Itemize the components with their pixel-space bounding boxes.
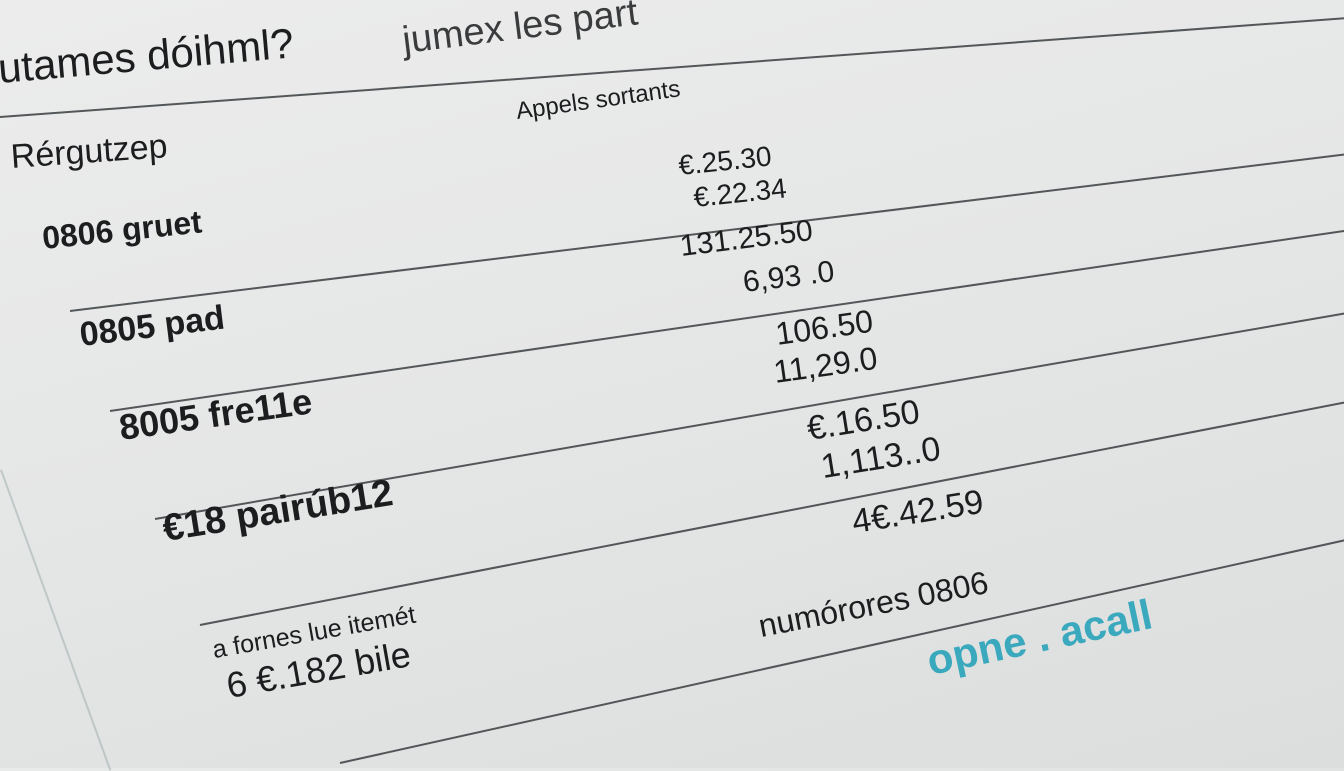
row-value: 131.25.50 [678,213,815,263]
column-heading: Appels sortants [514,75,682,125]
row-value: €.22.34 [691,172,789,213]
row-value: 6,93 .0 [741,255,837,299]
document-title: utames dóihml? [0,19,296,92]
page-edge [0,469,112,771]
document-subtitle: jumex les part [400,0,641,62]
section-label: Rérgutzep [9,127,169,176]
row-label: 0806 gruet [40,203,204,256]
row-label: 8005 fre11e [116,380,315,448]
row-label: €18 pairúb12 [159,472,396,550]
